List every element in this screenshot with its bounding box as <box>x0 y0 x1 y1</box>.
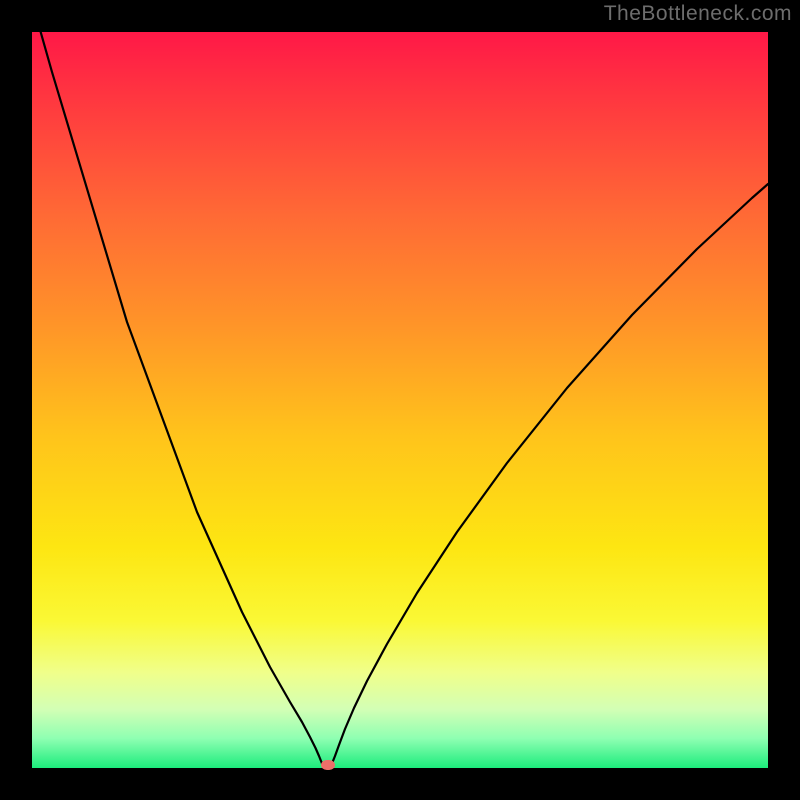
plot-area <box>32 32 768 768</box>
gradient-background <box>32 32 768 768</box>
watermark-text: TheBottleneck.com <box>604 2 792 26</box>
optimum-marker <box>321 760 335 770</box>
chart-container: TheBottleneck.com <box>0 0 800 800</box>
